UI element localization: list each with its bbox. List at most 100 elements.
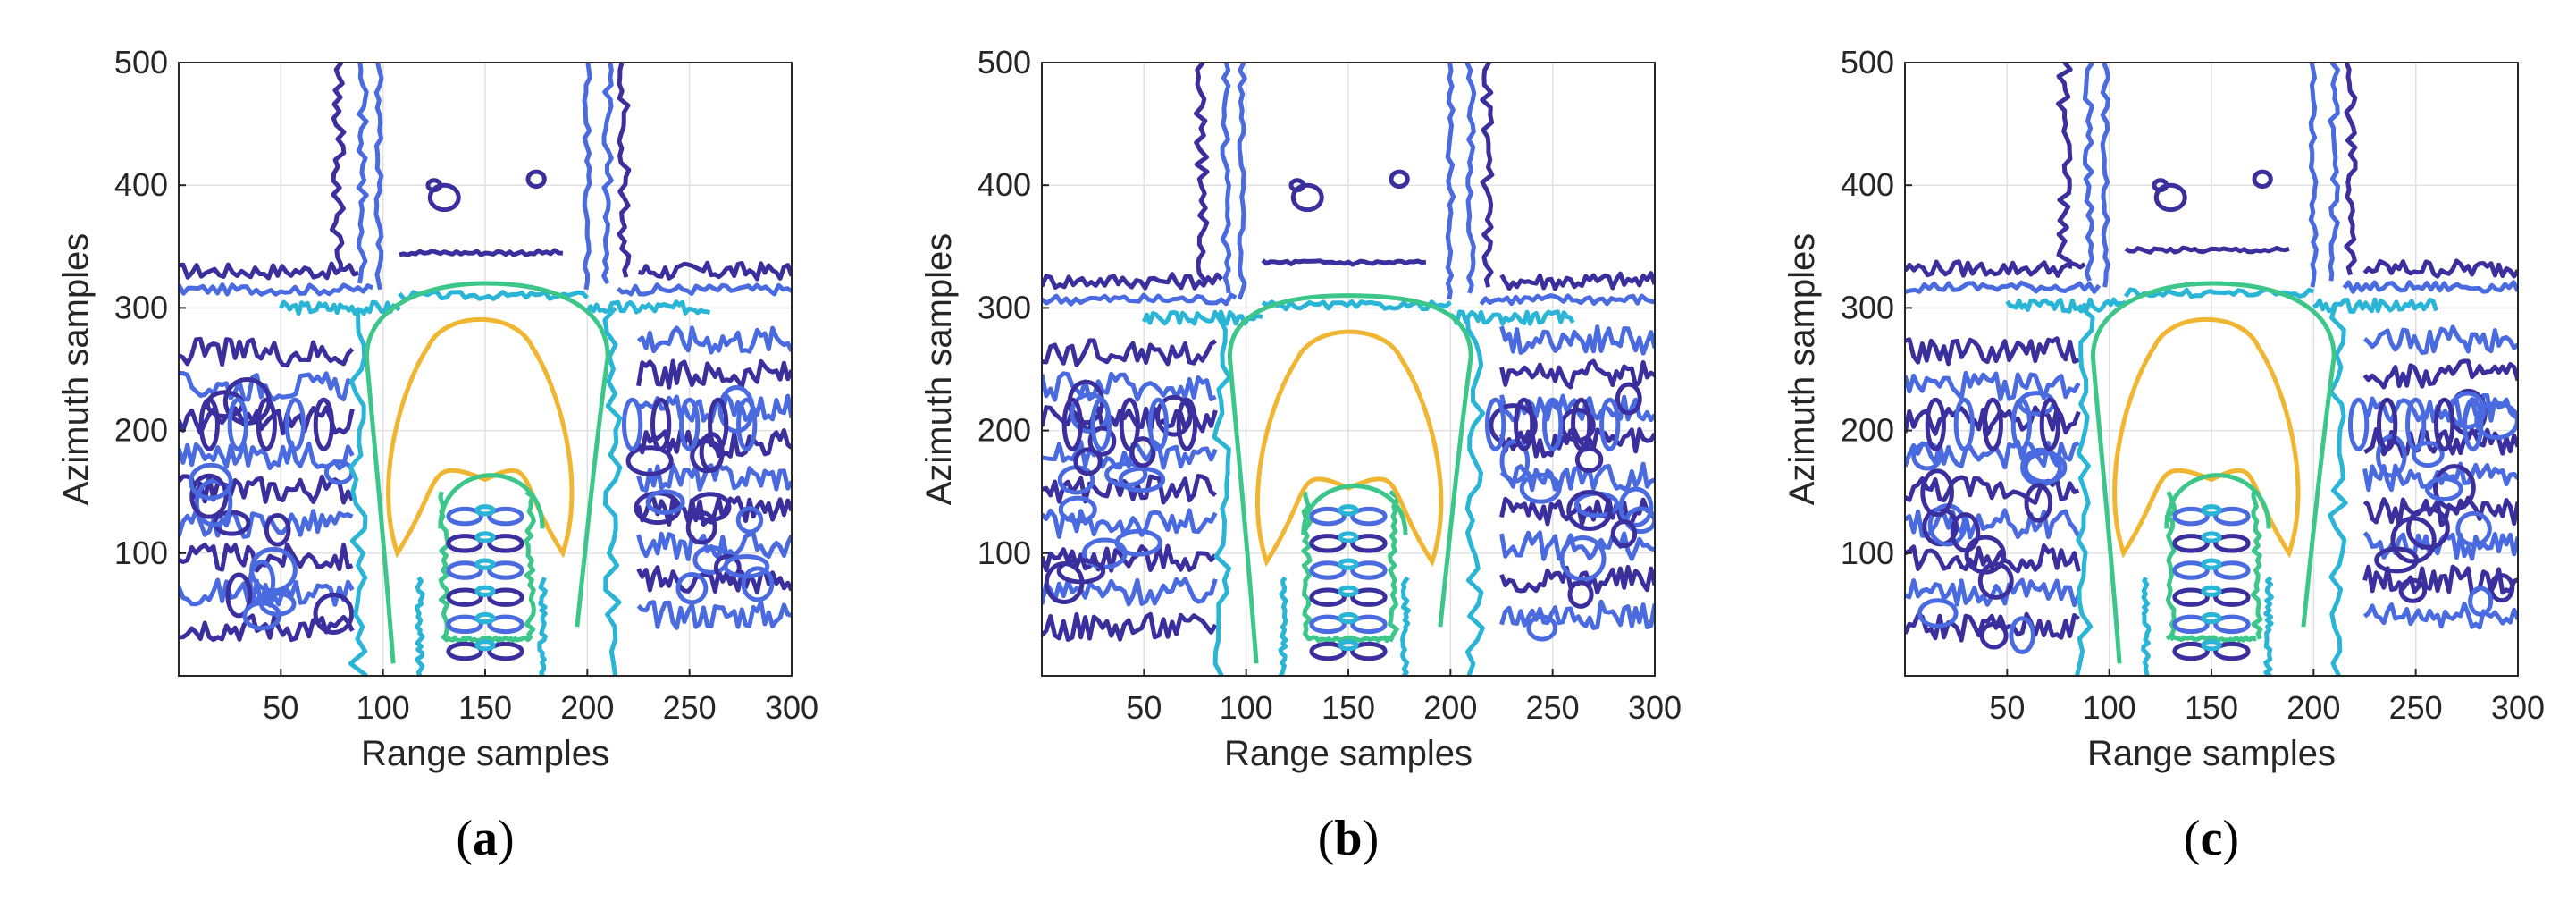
x-tick-label: 200 <box>2287 689 2340 726</box>
x-tick-label: 300 <box>1628 689 1682 726</box>
contour-line <box>2169 635 2257 644</box>
contour-blob <box>2213 534 2251 553</box>
contour-blob <box>736 397 758 451</box>
contour-blob <box>1615 382 1642 416</box>
contour-line <box>2362 358 2518 390</box>
contour-line <box>1499 324 1655 356</box>
contour-blob <box>1350 587 1388 607</box>
contour-blob <box>1061 397 1083 451</box>
contour-line <box>179 474 355 505</box>
contour-blob <box>1338 585 1359 597</box>
contour-line <box>637 260 792 282</box>
x-tick-label: 150 <box>458 689 512 726</box>
contour-blob <box>2213 560 2251 580</box>
contour-line <box>1480 63 1495 288</box>
contour-blob <box>1925 397 1946 451</box>
contour-line <box>637 393 792 424</box>
contour-blob <box>2377 397 2398 451</box>
contour-line <box>1448 309 1575 326</box>
y-tick-label: 500 <box>114 44 168 80</box>
contour-blob <box>1964 535 2007 575</box>
contour-blob <box>474 504 496 517</box>
contour-line <box>179 336 355 368</box>
contour-line <box>2112 316 2301 559</box>
contour-blob <box>1389 169 1410 190</box>
contour-line <box>1499 271 1655 291</box>
contour-line <box>414 576 425 676</box>
contour-blob <box>525 169 547 190</box>
contour-blob <box>198 397 220 451</box>
contour-line <box>2141 577 2152 676</box>
contour-blob <box>2201 531 2222 543</box>
contour-line <box>2100 63 2110 288</box>
contour-blob <box>708 397 729 451</box>
contour-blob <box>675 571 709 605</box>
contour-blob <box>2201 585 2222 597</box>
contour-blob <box>1920 468 1954 518</box>
contour-blob <box>425 178 443 193</box>
x-tick-label: 50 <box>1126 689 1162 726</box>
contour-blob <box>227 397 248 451</box>
contour-blob <box>1104 461 1148 488</box>
contour-blob <box>1147 397 1169 451</box>
x-tick-label: 250 <box>663 689 717 726</box>
contour-line <box>279 299 401 316</box>
contour-blob <box>194 478 233 527</box>
contour-blob <box>1618 486 1654 527</box>
contour-blob <box>1514 397 1535 451</box>
y-tick-label: 300 <box>978 289 1031 325</box>
y-tick-label: 500 <box>1841 44 1894 80</box>
x-tick-label: 250 <box>1526 689 1580 726</box>
contour-line <box>2164 473 2271 529</box>
contour-line <box>1042 611 1218 642</box>
contour-blob <box>2463 397 2484 451</box>
contour-blob <box>474 558 496 570</box>
y-tick-label: 400 <box>978 166 1031 203</box>
contour-line <box>1905 611 2080 643</box>
contour-line <box>524 490 536 640</box>
contour-line <box>1278 576 1288 676</box>
contour-blob <box>1911 442 1943 471</box>
contour-line <box>1905 280 2102 294</box>
contour-line <box>1464 63 1477 294</box>
contour-blob <box>242 601 282 631</box>
contour-line <box>2056 63 2073 269</box>
contour-blob <box>1338 531 1359 543</box>
contour-blob <box>1350 560 1388 580</box>
contour-blob <box>1176 397 1198 451</box>
contour-line <box>1042 272 1224 291</box>
contour-line <box>1499 599 1655 630</box>
contour-blob <box>1129 436 1156 468</box>
x-tick-label: 50 <box>263 689 298 726</box>
contour-blob <box>2468 586 2494 617</box>
chart-panel-a: 50 100 150 200 250 300 100 200 300 400 500 Range sa… <box>56 44 818 866</box>
y-tick-label: 300 <box>1841 289 1894 325</box>
contour-blob <box>1567 580 1594 609</box>
contour-blob <box>427 182 461 213</box>
contour-blob <box>685 510 717 545</box>
contour-line <box>636 358 792 390</box>
contour-blob <box>1309 506 1347 527</box>
contour-line <box>1479 293 1655 307</box>
contour-line <box>398 290 590 301</box>
contour-blob <box>1499 439 1531 484</box>
contour-blob <box>2009 616 2035 654</box>
y-tick-label: 200 <box>114 412 168 449</box>
contour-blob <box>487 614 524 635</box>
contour-blob <box>487 534 524 553</box>
contour-blob <box>225 572 253 619</box>
contour-blob <box>1114 528 1162 557</box>
contour-blob <box>723 554 770 579</box>
contour-blob <box>1979 621 2009 650</box>
panel-label: (c) <box>2184 811 2239 866</box>
chart-panel-c: 50 100 150 200 250 300 100 200 300 400 500 Range sa… <box>1783 44 2545 866</box>
contour-blob <box>1542 397 1564 451</box>
contour-blob <box>688 492 732 523</box>
contour-blob <box>1917 598 1959 628</box>
contour-blob <box>1309 560 1347 580</box>
contour-line <box>2362 324 2518 355</box>
contour-line <box>2090 281 2337 664</box>
contour-blob <box>2252 169 2273 190</box>
contour-line <box>2362 495 2518 527</box>
contour-blob <box>2201 611 2222 625</box>
